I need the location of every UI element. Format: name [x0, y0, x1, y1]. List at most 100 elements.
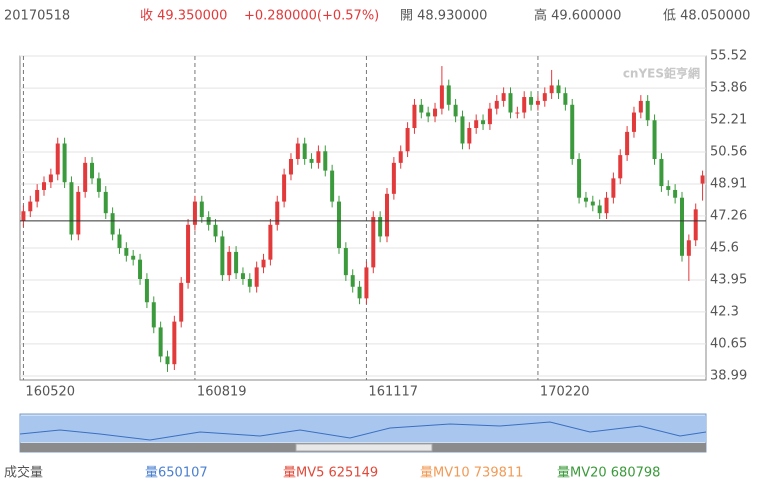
candle-body	[199, 201, 204, 218]
candle-body	[570, 104, 575, 159]
watermark: cnYES鉅亨網	[623, 66, 700, 81]
volume-mv5: 量MV5 625149	[283, 466, 378, 481]
candle-body	[652, 120, 657, 159]
candle-body	[330, 170, 335, 202]
candle-body	[172, 321, 177, 365]
candle-body	[542, 93, 547, 101]
candle-body	[83, 162, 88, 192]
candle-body	[110, 213, 115, 235]
candle-body	[597, 205, 602, 214]
candle-body	[21, 211, 26, 221]
header-low: 低 48.050000	[663, 9, 750, 24]
candle-body	[501, 93, 506, 101]
candle-body	[96, 178, 101, 192]
candle-body	[131, 255, 136, 260]
candle-body	[659, 158, 664, 187]
candle-body	[467, 128, 472, 144]
candle-body	[247, 279, 252, 287]
candle-body	[385, 193, 390, 237]
candle-body	[618, 155, 623, 179]
navigator-range	[20, 416, 706, 442]
x-tick-label: 170220	[540, 385, 590, 400]
candle-body	[62, 143, 67, 183]
y-tick-label: 45.6	[710, 241, 739, 256]
candle-body	[254, 267, 259, 287]
y-tick-label: 38.99	[710, 369, 747, 384]
header-change: +0.280000(+0.57%)	[244, 9, 379, 24]
candle-body	[151, 302, 156, 328]
candle-body	[412, 104, 417, 129]
volume-mv20: 量MV20 680798	[557, 466, 660, 481]
candle-body	[69, 182, 74, 235]
candle-body	[213, 224, 218, 237]
candle-body	[693, 209, 698, 241]
header-open: 開 48.930000	[400, 9, 487, 24]
candle-body	[288, 158, 293, 175]
y-tick-label: 50.56	[710, 145, 747, 160]
candle-body	[535, 100, 540, 105]
candle-body	[405, 128, 410, 152]
candle-body	[282, 174, 287, 202]
candle-body	[508, 93, 513, 113]
candle-body	[90, 162, 95, 179]
candle-body	[309, 158, 314, 163]
candle-body	[350, 275, 355, 287]
candle-body	[55, 143, 60, 175]
candle-body	[515, 112, 520, 114]
candle-body	[165, 356, 170, 365]
y-tick-label: 42.3	[710, 304, 739, 319]
candle-body	[679, 197, 684, 256]
y-tick-label: 43.95	[710, 272, 747, 287]
candle-body	[686, 240, 691, 256]
candle-body	[638, 100, 643, 113]
candle-body	[460, 116, 465, 144]
candle-body	[529, 97, 534, 105]
candle-body	[378, 217, 383, 237]
candle-body	[275, 201, 280, 225]
candle-body	[522, 97, 527, 113]
candle-body	[453, 104, 458, 117]
candle-body	[227, 251, 232, 276]
navigator-handle[interactable]	[295, 443, 433, 452]
candle-body	[611, 178, 616, 198]
candle-body	[391, 162, 396, 194]
candle-body	[645, 100, 650, 121]
candle-body	[549, 85, 554, 94]
candle-body	[474, 120, 479, 129]
candle-body	[220, 236, 225, 276]
y-tick-label: 48.91	[710, 176, 747, 191]
candle-body	[494, 100, 499, 109]
candle-body	[234, 251, 239, 274]
candle-body	[398, 151, 403, 163]
volume-mv10: 量MV10 739811	[420, 466, 523, 481]
navigator	[19, 413, 707, 453]
x-tick-label: 161117	[368, 385, 418, 400]
candle-body	[124, 248, 129, 256]
candle-body	[487, 108, 492, 125]
candle-body	[336, 201, 341, 249]
candle-body	[364, 267, 369, 299]
candle-body	[144, 279, 149, 303]
x-tick-label: 160520	[25, 385, 75, 400]
candle-body	[446, 85, 451, 105]
candle-body	[117, 234, 122, 249]
candle-body	[138, 259, 143, 280]
header-high: 高 49.600000	[534, 8, 621, 24]
candle-body	[357, 286, 362, 299]
navigator-line	[19, 421, 707, 441]
candle-body	[268, 224, 273, 260]
candle-body	[439, 85, 444, 109]
volume-value: 量650107	[145, 466, 208, 481]
candle-body	[295, 143, 300, 159]
volume-title: 成交量	[4, 465, 43, 481]
header-date: 20170518	[4, 9, 70, 24]
candle-body	[179, 282, 184, 322]
candle-body	[673, 189, 678, 198]
candle-body	[556, 85, 561, 94]
header-close: 收 49.350000	[140, 9, 227, 24]
candle-body	[604, 197, 609, 214]
candle-body	[590, 201, 595, 206]
candle-body	[48, 174, 53, 183]
candle-body	[28, 201, 33, 212]
y-tick-label: 47.26	[710, 208, 747, 223]
